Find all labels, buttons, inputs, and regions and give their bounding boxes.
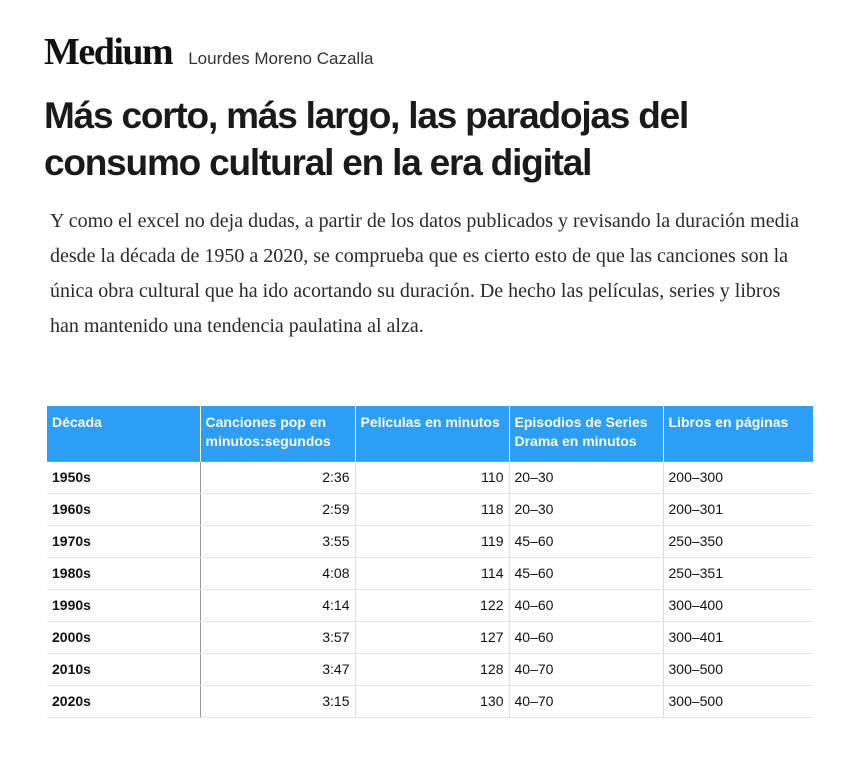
cell-canciones: 2:36 xyxy=(200,460,356,494)
cell-decada: 1980s xyxy=(47,557,201,590)
cell-canciones: 2:59 xyxy=(200,493,356,526)
cell-decada: 2020s xyxy=(47,685,201,718)
site-header: Medium Lourdes Moreno Cazalla xyxy=(44,30,373,74)
cell-peliculas: 119 xyxy=(355,525,510,558)
cell-series: 45–60 xyxy=(509,557,664,590)
cell-series: 40–70 xyxy=(509,685,664,718)
cell-decada: 1960s xyxy=(47,493,201,526)
cell-libros: 250–351 xyxy=(663,557,813,590)
article-title: Más corto, más largo, las paradojas del … xyxy=(44,95,689,183)
cell-canciones: 3:55 xyxy=(200,525,356,558)
table-row: 2020s 3:15 130 40–70 300–500 xyxy=(47,685,813,718)
article-paragraph: Y como el excel no deja dudas, a partir … xyxy=(50,210,800,337)
cell-peliculas: 118 xyxy=(355,493,510,526)
cell-peliculas: 127 xyxy=(355,621,510,654)
cell-series: 45–60 xyxy=(509,525,664,558)
table-row: 1950s 2:36 110 20–30 200–300 xyxy=(47,460,813,494)
table-row: 1960s 2:59 118 20–30 200–301 xyxy=(47,493,813,526)
cell-series: 20–30 xyxy=(509,460,664,494)
cell-libros: 250–350 xyxy=(663,525,813,558)
medium-logo[interactable]: Medium xyxy=(44,31,174,73)
table-row: 2010s 3:47 128 40–70 300–500 xyxy=(47,653,813,686)
cell-canciones: 3:57 xyxy=(200,621,356,654)
cell-canciones: 3:47 xyxy=(200,653,356,686)
cell-canciones: 4:08 xyxy=(200,557,356,590)
cell-libros: 200–300 xyxy=(663,460,813,494)
table-row: 2000s 3:57 127 40–60 300–401 xyxy=(47,621,813,654)
cell-libros: 300–500 xyxy=(663,685,813,718)
cell-peliculas: 114 xyxy=(355,557,510,590)
cell-peliculas: 130 xyxy=(355,685,510,718)
cell-libros: 300–500 xyxy=(663,653,813,686)
column-header-peliculas: Películas en minutos xyxy=(355,406,510,461)
column-header-series: Episodios de Series Drama en minutos xyxy=(509,406,664,461)
cell-peliculas: 110 xyxy=(355,460,510,494)
cell-series: 40–60 xyxy=(509,589,664,622)
cell-peliculas: 122 xyxy=(355,589,510,622)
cell-libros: 300–401 xyxy=(663,621,813,654)
cell-decada: 1970s xyxy=(47,525,201,558)
column-header-canciones: Canciones pop en minutos:segundos xyxy=(200,406,356,461)
cell-libros: 200–301 xyxy=(663,493,813,526)
table-header-row: Década Canciones pop en minutos:segundos… xyxy=(47,406,813,461)
cell-series: 40–60 xyxy=(509,621,664,654)
cell-series: 40–70 xyxy=(509,653,664,686)
author-name[interactable]: Lourdes Moreno Cazalla xyxy=(188,49,374,68)
column-header-decada: Década xyxy=(47,406,201,461)
table-row: 1970s 3:55 119 45–60 250–350 xyxy=(47,525,813,558)
cell-canciones: 4:14 xyxy=(200,589,356,622)
data-table: Década Canciones pop en minutos:segundos… xyxy=(47,406,813,718)
table-row: 1990s 4:14 122 40–60 300–400 xyxy=(47,589,813,622)
table-row: 1980s 4:08 114 45–60 250–351 xyxy=(47,557,813,590)
cell-libros: 300–400 xyxy=(663,589,813,622)
column-header-libros: Libros en páginas xyxy=(663,406,813,461)
cell-decada: 1950s xyxy=(47,460,201,494)
cell-canciones: 3:15 xyxy=(200,685,356,718)
cell-decada: 2010s xyxy=(47,653,201,686)
cell-series: 20–30 xyxy=(509,493,664,526)
cell-decada: 1990s xyxy=(47,589,201,622)
cell-peliculas: 128 xyxy=(355,653,510,686)
cell-decada: 2000s xyxy=(47,621,201,654)
